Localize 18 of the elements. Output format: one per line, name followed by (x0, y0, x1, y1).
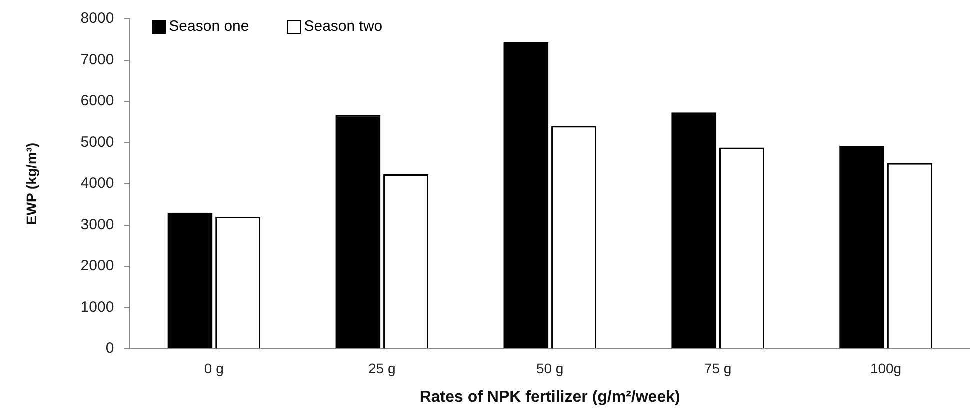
y-tick-label: 0 (106, 340, 114, 358)
y-axis-title: EWP (kg/m³) (23, 142, 40, 226)
y-tick-label: 3000 (80, 216, 114, 234)
y-tick-label: 2000 (80, 258, 114, 275)
y-tick-label: 7000 (80, 51, 114, 68)
y-tick-label: 1000 (80, 298, 114, 316)
y-tick-label: 5000 (80, 134, 114, 151)
y-tick-label: 8000 (80, 10, 114, 28)
legend-label: Season one (169, 18, 250, 36)
x-tick-label: 50 g (536, 360, 564, 376)
x-axis-title: Rates of NPK fertilizer (g/m²/week) (420, 388, 680, 406)
y-tick-label: 4000 (80, 175, 114, 192)
x-tick-label: 0 g (204, 360, 224, 376)
x-tick-label: 75 g (704, 360, 732, 376)
y-tick-label: 6000 (80, 92, 114, 110)
x-tick-label: 100g (870, 360, 902, 376)
x-tick-label: 25 g (368, 360, 396, 376)
legend-label: Season two (304, 18, 383, 36)
